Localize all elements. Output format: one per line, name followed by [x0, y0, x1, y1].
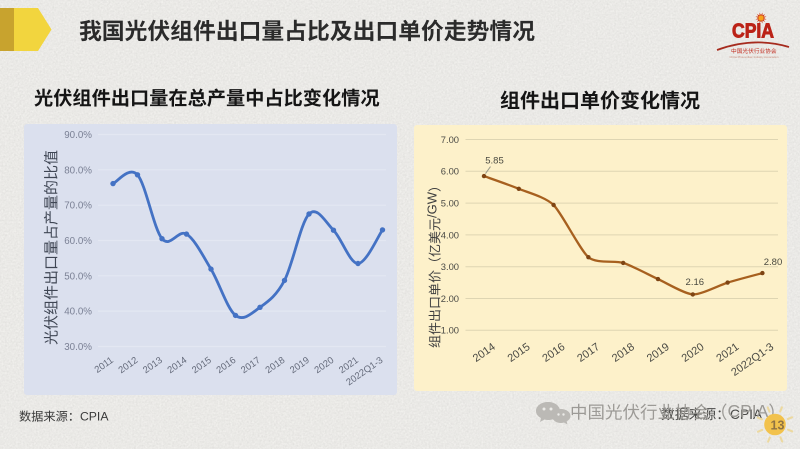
svg-text:90.0%: 90.0% [64, 130, 92, 141]
svg-text:CPIA: CPIA [80, 410, 109, 424]
svg-text:2.16: 2.16 [686, 277, 705, 288]
svg-text:4.00: 4.00 [441, 229, 459, 240]
svg-text:CPIA: CPIA [732, 20, 774, 42]
svg-text:60.0%: 60.0% [64, 236, 92, 247]
svg-text:80.0%: 80.0% [64, 165, 92, 176]
svg-text:40.0%: 40.0% [64, 307, 92, 318]
svg-text:/GW: /GW [425, 191, 440, 218]
svg-text:30.0%: 30.0% [64, 342, 92, 353]
svg-text:2.00: 2.00 [441, 293, 459, 304]
svg-text:6.00: 6.00 [441, 166, 459, 177]
svg-text:2.80: 2.80 [764, 257, 783, 268]
svg-text:3.00: 3.00 [441, 261, 459, 272]
svg-text:1.00: 1.00 [441, 325, 459, 336]
svg-text:70.0%: 70.0% [64, 201, 92, 212]
svg-text:50.0%: 50.0% [64, 271, 92, 282]
svg-text:CPIA: CPIA [730, 407, 763, 422]
svg-text:CPIA: CPIA [728, 403, 769, 421]
svg-text:13: 13 [771, 419, 785, 433]
svg-text:5.00: 5.00 [441, 198, 459, 209]
svg-text:7.00: 7.00 [441, 134, 459, 145]
svg-text:5.85: 5.85 [485, 156, 504, 167]
